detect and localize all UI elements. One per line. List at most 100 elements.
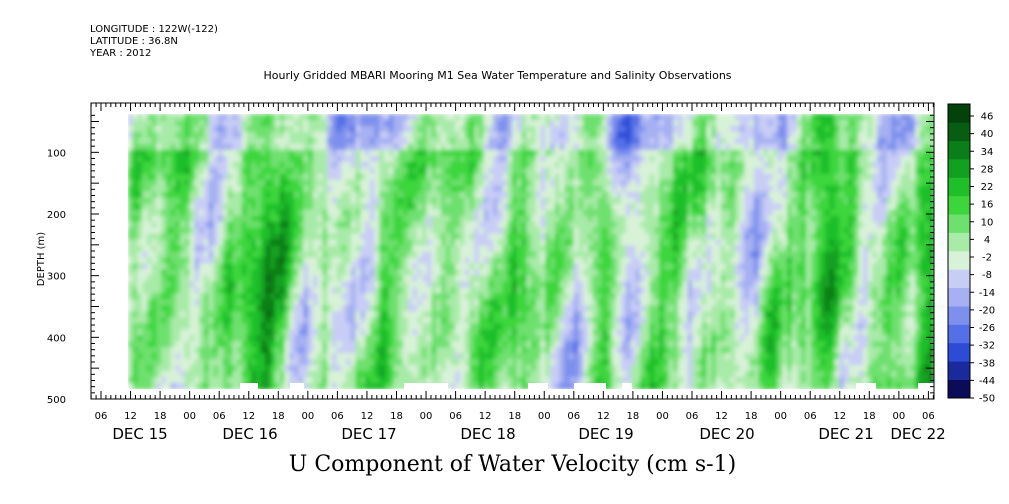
heatmap-cell: [459, 143, 466, 151]
heatmap-cell: [165, 215, 172, 223]
heatmap-cell: [587, 167, 594, 175]
heatmap-cell: [379, 257, 385, 265]
heatmap-cell: [853, 131, 859, 139]
heatmap-cell: [417, 263, 423, 271]
heatmap-cell: [886, 203, 892, 211]
heatmap-cell: [180, 119, 186, 127]
heatmap-cell: [322, 251, 328, 259]
heatmap-cell: [872, 155, 878, 163]
heatmap-cell: [796, 119, 802, 127]
heatmap-cell: [440, 114, 447, 121]
heatmap-cell: [493, 114, 499, 121]
heatmap-cell: [711, 215, 717, 223]
heatmap-cell: [459, 233, 466, 241]
heatmap-cell: [284, 167, 290, 175]
heatmap-cell: [279, 227, 286, 235]
heatmap-cell: [659, 131, 665, 139]
heatmap-cell: [379, 221, 385, 229]
heatmap-cell: [805, 227, 812, 235]
heatmap-cell: [829, 149, 836, 157]
heatmap-cell: [763, 251, 769, 259]
heatmap-cell: [455, 167, 461, 175]
heatmap-cell: [398, 185, 404, 193]
heatmap-cell: [862, 119, 869, 127]
heatmap-cell: [843, 137, 850, 145]
heatmap-cell: [384, 179, 390, 187]
heatmap-cell: [184, 114, 191, 121]
heatmap-cell: [621, 197, 627, 205]
heatmap-cell: [910, 191, 916, 199]
heatmap-cell: [673, 245, 679, 253]
heatmap-cell: [218, 203, 224, 211]
heatmap-cell: [298, 263, 305, 271]
heatmap-cell: [796, 215, 802, 223]
heatmap-cell: [905, 179, 911, 187]
heatmap-cell: [668, 137, 674, 145]
heatmap-cell: [346, 239, 352, 247]
heatmap-cell: [772, 179, 779, 187]
heatmap-cell: [184, 131, 191, 139]
heatmap-cell: [436, 179, 442, 187]
heatmap-cell: [265, 209, 271, 217]
heatmap-cell: [815, 167, 821, 175]
heatmap-cell: [388, 239, 395, 247]
heatmap-cell: [602, 233, 608, 241]
heatmap-cell: [583, 161, 589, 169]
heatmap-cell: [407, 114, 414, 121]
heatmap-cell: [199, 275, 205, 282]
heatmap-cell: [768, 215, 774, 223]
heatmap-cell: [270, 239, 276, 247]
heatmap-cell: [924, 114, 930, 121]
heatmap-cell: [929, 125, 934, 133]
heatmap-cell: [839, 173, 845, 181]
heatmap-cell: [848, 179, 854, 187]
heatmap-cell: [706, 161, 712, 169]
heatmap-cell: [379, 119, 385, 127]
heatmap-cell: [734, 257, 741, 265]
heatmap-cell: [659, 143, 665, 151]
heatmap-cell: [701, 239, 708, 247]
heatmap-cell: [478, 251, 485, 259]
heatmap-cell: [256, 137, 262, 145]
heatmap-cell: [711, 149, 717, 157]
heatmap-cell: [820, 215, 826, 223]
heatmap-cell: [711, 233, 717, 241]
heatmap-cell: [635, 179, 641, 187]
heatmap-cell: [346, 197, 352, 205]
heatmap-cell: [289, 137, 295, 145]
heatmap-cell: [545, 275, 551, 282]
heatmap-cell: [350, 275, 357, 282]
heatmap-cell: [440, 257, 447, 265]
heatmap-cell: [820, 245, 826, 253]
heatmap-cell: [502, 257, 508, 265]
heatmap-cell: [132, 167, 139, 175]
heatmap-cell: [417, 131, 423, 139]
heatmap-cell: [801, 191, 807, 199]
heatmap-cell: [853, 281, 859, 288]
heatmap-cell: [535, 185, 542, 193]
heatmap-cell: [554, 143, 561, 151]
heatmap-cell: [820, 131, 826, 139]
heatmap-cell: [128, 131, 134, 139]
heatmap-cell: [621, 281, 627, 288]
heatmap-cell: [407, 227, 414, 235]
heatmap-cell: [853, 114, 859, 121]
heatmap-cell: [293, 233, 300, 241]
heatmap-cell: [815, 179, 821, 187]
heatmap-cell: [464, 161, 470, 169]
heatmap-cell: [791, 119, 798, 127]
heatmap-cell: [402, 251, 409, 259]
heatmap-cell: [327, 191, 333, 199]
heatmap-cell: [289, 179, 295, 187]
heatmap-cell: [161, 287, 167, 294]
heatmap-cell: [749, 137, 755, 145]
heatmap-cell: [402, 173, 409, 181]
heatmap-cell: [659, 114, 665, 121]
heatmap-cell: [858, 275, 864, 282]
heatmap-cell: [374, 191, 380, 199]
heatmap-cell: [673, 209, 679, 217]
heatmap-cell: [445, 203, 451, 211]
heatmap-cell: [137, 209, 143, 217]
heatmap-cell: [583, 125, 589, 133]
heatmap-cell: [279, 215, 286, 223]
